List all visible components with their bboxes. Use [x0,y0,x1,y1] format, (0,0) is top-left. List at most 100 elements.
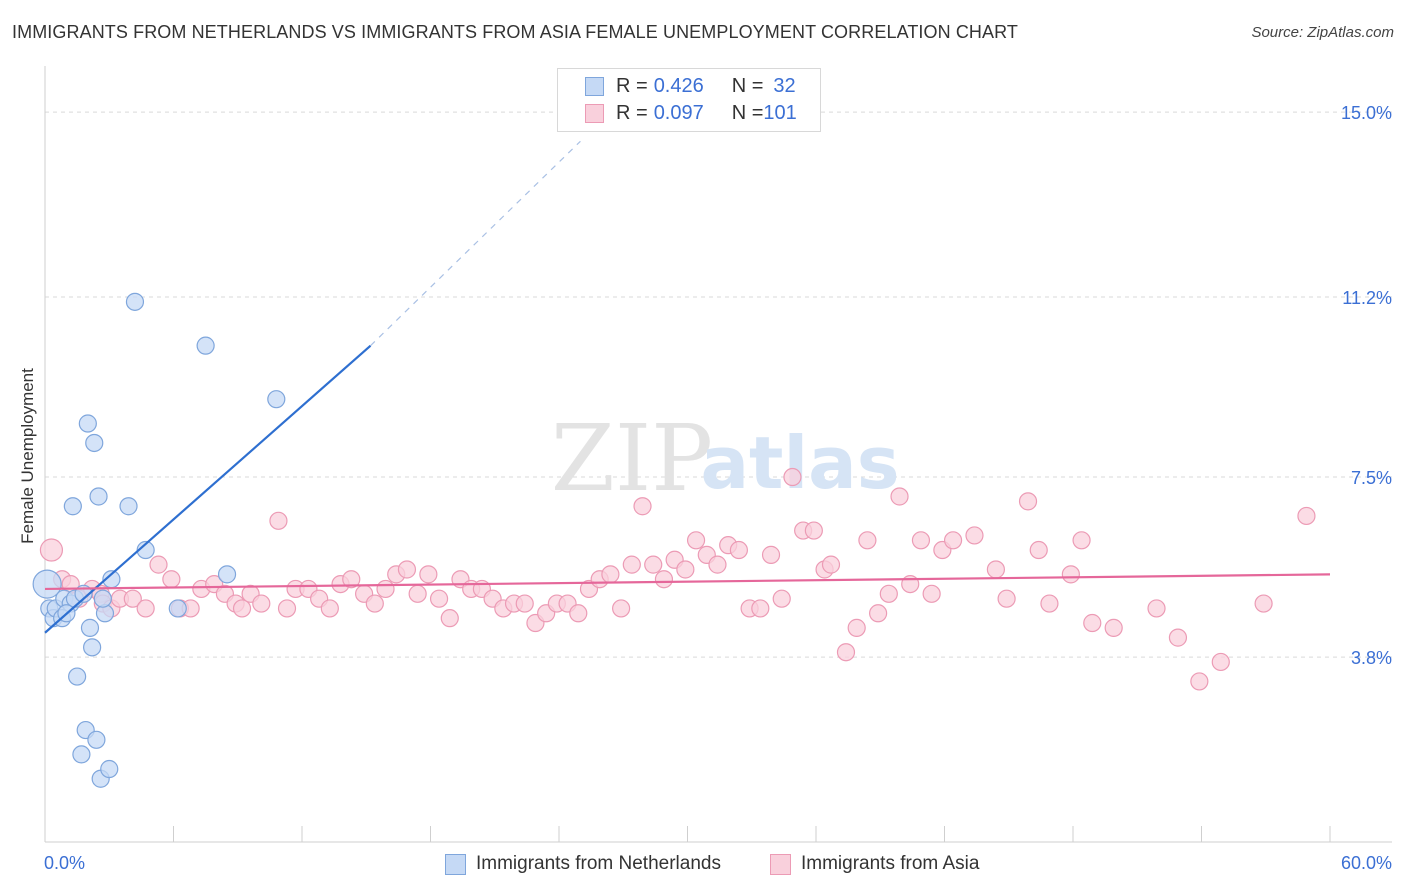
asia-point [751,599,770,618]
asia-point [1211,652,1230,672]
legend-r-value: 0.426 [653,75,704,97]
netherlands-point [125,292,145,311]
asia-point [1254,594,1273,613]
netherlands-trendline-extension [370,140,581,347]
legend-r-value: 0.097 [653,102,704,124]
asia-point [869,604,888,623]
netherlands-series [32,292,286,788]
watermark: ZIP atlas [551,405,900,512]
asia-trendline [44,573,1331,591]
asia-point [1083,613,1102,633]
asia-point [397,560,417,579]
gridlines [45,111,1392,658]
netherlands-point [168,599,187,618]
asia-point [708,555,727,574]
asia-point [1168,628,1188,647]
asia-point [676,560,695,579]
netherlands-point [63,497,82,516]
netherlands-point [32,569,62,599]
asia-point [1147,599,1166,618]
asia-point [804,521,823,540]
asia-point [1061,565,1080,584]
y-tick-labels: 3.8% 7.5% 11.2% 15.0% [1341,103,1392,668]
asia-point [277,599,297,618]
asia-point [515,594,534,613]
asia-point [320,599,339,618]
asia-point [922,584,941,603]
asia-point [408,584,427,603]
netherlands-point [87,730,106,749]
asia-point [761,545,781,564]
asia-point [39,538,64,562]
legend-n-label: N = [731,102,764,124]
bottom-swatch-netherlands [445,853,466,875]
netherlands-point [93,589,112,608]
asia-point [269,511,288,530]
legend-row-asia: R = 0.097 N = 101 [558,100,797,127]
legend-r-label: R = [616,75,648,97]
asia-point [783,467,802,487]
netherlands-point [78,414,97,433]
asia-point [1072,531,1091,550]
asia-point [232,599,252,618]
asia-point [686,531,706,550]
netherlands-trendline [44,344,372,634]
asia-point [943,531,963,550]
bottom-legend-label-asia: Immigrants from Asia [801,853,980,874]
netherlands-point [217,565,237,584]
bottom-swatch-asia [770,853,791,875]
axes [44,66,1392,843]
asia-point [654,570,674,589]
legend-box: R = 0.426 N = 32 R = 0.097 N = 101 [557,68,821,132]
bottom-legend-asia: Immigrants from Asia [770,851,979,877]
asia-point [644,555,663,574]
asia-point [440,609,459,628]
asia-point [879,584,898,603]
bottom-legend-label-netherlands: Immigrants from Netherlands [476,853,721,874]
legend-swatch-asia [585,104,604,123]
netherlands-point [80,618,100,637]
legend-r-label: R = [616,102,648,124]
legend-n-value: 32 [773,75,796,97]
y-tick-label: 15.0% [1341,103,1392,123]
legend-n-label: N = [731,75,764,97]
y-tick-label: 11.2% [1342,288,1392,308]
asia-point [997,589,1016,608]
source-label: Source: ZipAtlas.com [1251,24,1394,41]
asia-point [149,555,168,574]
watermark-atlas: atlas [700,421,899,505]
netherlands-point [119,497,138,516]
asia-point [365,594,384,613]
asia-point [612,599,631,618]
asia-point [911,531,931,550]
y-tick-label: 3.8% [1351,648,1392,668]
asia-point [858,531,877,550]
asia-point [376,579,395,599]
x-tick-label: 60.0% [1341,853,1392,873]
y-tick-label: 7.5% [1351,468,1392,488]
legend-n-value: 101 [763,102,797,124]
asia-point [633,497,652,516]
asia-point [162,570,181,589]
asia-point [252,594,271,613]
asia-point [123,589,142,608]
netherlands-point [72,745,91,764]
asia-point [1040,594,1059,613]
asia-point [836,643,856,662]
asia-point [342,570,361,589]
netherlands-point [83,638,102,657]
asia-point [772,589,791,608]
asia-point [136,599,155,618]
asia-point [601,565,620,584]
asia-point [1018,492,1038,511]
legend-swatch-netherlands [585,77,604,96]
netherlands-point [267,390,286,409]
netherlands-point [68,667,87,686]
asia-point [569,604,588,623]
asia-point [1104,618,1123,637]
trendlines [44,140,1331,634]
asia-point [890,487,909,506]
asia-point [847,618,866,637]
legend-row-netherlands: R = 0.426 N = 32 [558,73,796,100]
